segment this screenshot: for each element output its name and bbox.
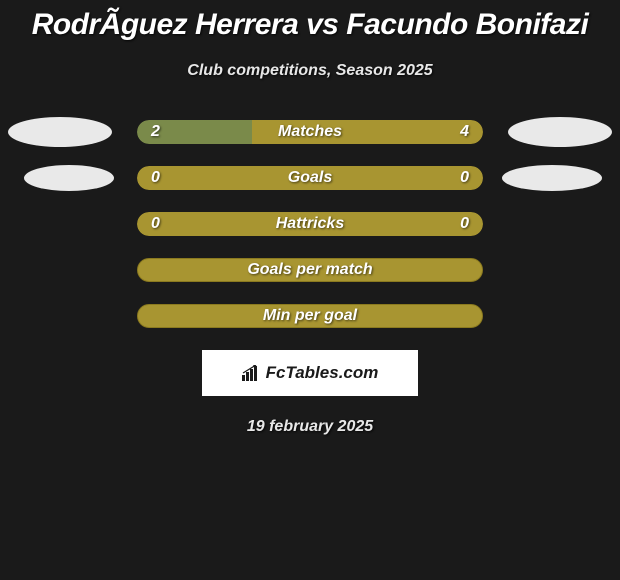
stat-bar: 00Hattricks <box>137 212 483 236</box>
stat-value-right: 4 <box>460 120 469 144</box>
bar-segment-right <box>310 212 483 236</box>
stat-value-right: 0 <box>460 166 469 190</box>
brand-box[interactable]: FcTables.com <box>202 350 418 396</box>
stat-bar: 24Matches <box>137 120 483 144</box>
stat-label: Min per goal <box>138 304 482 328</box>
brand-label: FcTables.com <box>242 363 379 383</box>
player-marker-left <box>8 117 112 147</box>
stat-value-left: 2 <box>151 120 160 144</box>
stat-row: Min per goal <box>0 304 620 328</box>
stat-label: Goals per match <box>138 258 482 282</box>
stat-bar: 00Goals <box>137 166 483 190</box>
bar-segment-right <box>310 166 483 190</box>
stats-area: 24Matches00Goals00HattricksGoals per mat… <box>0 120 620 328</box>
stat-row: 24Matches <box>0 120 620 144</box>
stat-bar: Min per goal <box>137 304 483 328</box>
stat-row: 00Goals <box>0 166 620 190</box>
stat-value-left: 0 <box>151 166 160 190</box>
comparison-card: RodrÃ­guez Herrera vs Facundo Bonifazi C… <box>0 0 620 436</box>
bar-segment-left <box>137 166 310 190</box>
bar-segment-right <box>252 120 483 144</box>
player-marker-right <box>508 117 612 147</box>
player-marker-right <box>502 165 602 191</box>
stat-value-right: 0 <box>460 212 469 236</box>
stat-value-left: 0 <box>151 212 160 236</box>
stat-row: Goals per match <box>0 258 620 282</box>
subtitle: Club competitions, Season 2025 <box>0 62 620 80</box>
stat-bar: Goals per match <box>137 258 483 282</box>
date-text: 19 february 2025 <box>0 418 620 436</box>
bars-chart-icon <box>242 365 262 381</box>
page-title: RodrÃ­guez Herrera vs Facundo Bonifazi <box>0 8 620 42</box>
bar-segment-left <box>137 212 310 236</box>
player-marker-left <box>24 165 114 191</box>
brand-text: FcTables.com <box>266 363 379 383</box>
stat-row: 00Hattricks <box>0 212 620 236</box>
